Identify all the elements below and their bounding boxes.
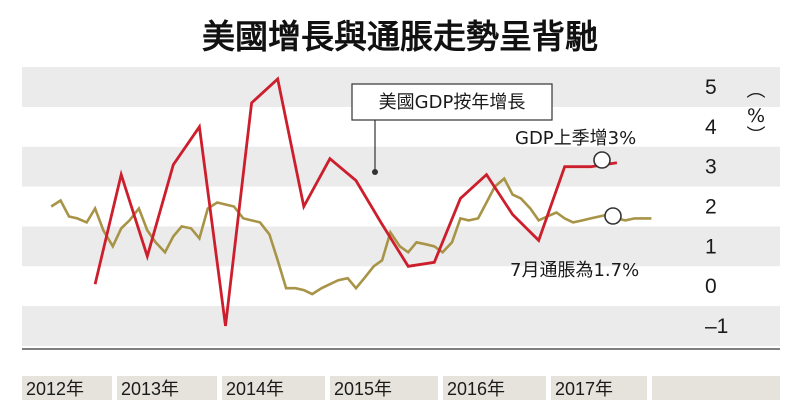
x-tick-label: 2012年 xyxy=(26,379,84,399)
legend-leader-dot xyxy=(372,169,378,175)
x-tick-label: 2015年 xyxy=(334,379,392,399)
y-tick-label: 0 xyxy=(705,275,717,298)
unit-label-text: ︵% ︶ xyxy=(746,79,765,147)
year-segment xyxy=(22,376,112,400)
year-segment xyxy=(117,376,217,400)
year-bar: 2012年 2013年 2014年 2015年 2016年 2017年 xyxy=(22,376,780,400)
y-tick-label: 1 xyxy=(705,235,717,258)
legend-label: 美國GDP按年增長 xyxy=(379,92,526,113)
series-cpi xyxy=(50,176,652,296)
x-tick-label: 2017年 xyxy=(555,379,613,399)
y-tick-label: 4 xyxy=(705,116,717,139)
cpi-line xyxy=(50,176,652,296)
y-tick-label: –1 xyxy=(705,315,728,338)
annotations: 美國GDP按年增長 GDP上季增3% 7月通脹為1.7% xyxy=(351,83,639,281)
legend-box xyxy=(351,83,553,121)
chart-title: 美國增長與通脹走勢呈背馳 xyxy=(202,17,598,56)
cpi-end-marker xyxy=(604,207,622,225)
unit-label: ︵% ︶ xyxy=(746,79,765,147)
y-tick-label: 5 xyxy=(705,76,717,99)
year-segment xyxy=(551,376,647,400)
year-segment xyxy=(443,376,546,400)
cpi-note: 7月通脹為1.7% xyxy=(510,260,639,281)
year-segment xyxy=(222,376,325,400)
x-tick-label: 2016年 xyxy=(447,379,505,399)
x-tick-label: 2013年 xyxy=(121,379,179,399)
gdp-end-marker xyxy=(593,151,611,169)
series-gdp xyxy=(93,76,618,327)
grid-band xyxy=(22,146,780,187)
gdp-note: GDP上季增3% xyxy=(515,128,636,149)
year-segment xyxy=(330,376,438,400)
grid-bands xyxy=(22,67,780,346)
gdp-line xyxy=(93,76,618,327)
y-tick-label: 2 xyxy=(705,196,717,219)
x-tick-label: 2014年 xyxy=(226,379,284,399)
y-tick-label: 3 xyxy=(705,156,717,179)
year-segment xyxy=(652,376,780,400)
grid-band xyxy=(22,306,780,346)
y-tick-labels: 5 4 3 2 1 0 –1 xyxy=(705,76,728,338)
